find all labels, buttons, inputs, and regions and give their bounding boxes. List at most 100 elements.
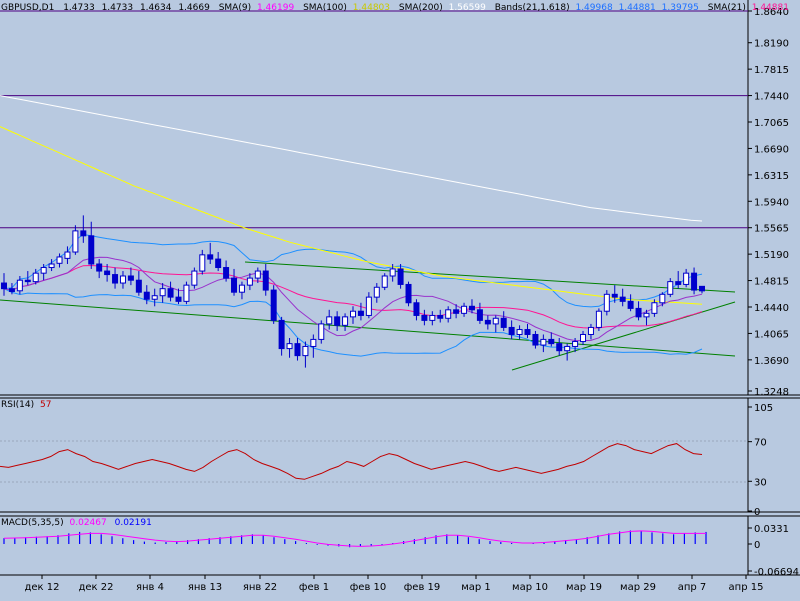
candle <box>516 325 523 340</box>
time-tick-label: янв 22 <box>243 582 277 593</box>
candle-body-bull <box>48 263 55 269</box>
candle-body-bear <box>231 277 238 293</box>
macd-tick-label: -0.06694 <box>754 567 799 578</box>
bollinger-upper <box>3 233 703 308</box>
candle-body-bull <box>516 329 523 335</box>
candle-body-bear <box>453 309 460 314</box>
candle-body-bear <box>270 289 277 321</box>
candle <box>262 264 269 296</box>
candle <box>643 309 650 326</box>
candle-body-bear <box>1 282 7 290</box>
candle-body-bear <box>127 275 134 281</box>
candle <box>199 249 206 275</box>
candle <box>143 285 150 305</box>
candle <box>365 292 372 319</box>
rsi-tick-label: 105 <box>754 403 773 414</box>
candle-body-bull <box>72 230 79 253</box>
candle-body-bear <box>175 296 182 302</box>
price-tick-label: 1.5565 <box>754 224 789 235</box>
candle-body-bull <box>667 281 674 295</box>
candle-body-bull <box>373 286 380 298</box>
candle-body-bull <box>342 316 349 326</box>
header-sma21-label: SMA(21) <box>708 3 746 13</box>
candle-body-bear <box>405 283 412 304</box>
candle-body-bull <box>191 270 198 286</box>
candle <box>476 302 483 324</box>
header-line: GBPUSD,D1 1.4733 1.4733 1.4634 1.4669 SM… <box>1 3 789 13</box>
time-tick-label: дек 22 <box>78 582 113 593</box>
candle <box>175 288 182 305</box>
candle-body-bear <box>96 263 103 272</box>
candlesticks <box>1 215 705 368</box>
rsi-value: 57 <box>40 400 51 410</box>
candle-body-bull <box>461 305 468 314</box>
price-tick-label: 1.6690 <box>754 144 789 155</box>
trendline-lower-channel[interactable] <box>0 299 736 357</box>
candle-body-bull <box>429 314 436 321</box>
candle-body-bull <box>246 277 253 286</box>
candle-body-bull <box>254 270 261 279</box>
price-tick-label: 1.5190 <box>754 250 789 261</box>
candle-body-bear <box>207 254 214 260</box>
candle <box>167 281 174 302</box>
candle <box>326 309 333 330</box>
candle <box>659 292 666 307</box>
rsi-tick-label: 30 <box>754 477 767 488</box>
candle-body-bear <box>437 314 444 319</box>
candle <box>587 323 594 340</box>
candle <box>580 330 587 346</box>
candle-body-bear <box>167 288 174 298</box>
candle <box>246 273 253 291</box>
time-tick-label: апр 15 <box>729 582 764 593</box>
candle <box>32 268 39 285</box>
candle-body-bear <box>675 281 682 285</box>
candle <box>231 268 238 296</box>
time-tick-label: мар 29 <box>620 582 656 593</box>
candle-body-bull <box>492 317 499 325</box>
candle-body-bull <box>587 326 594 335</box>
time-tick-label: апр 7 <box>678 582 707 593</box>
sma100-line <box>0 126 703 305</box>
candle <box>104 264 111 282</box>
candle-body-bull <box>381 275 388 288</box>
horizontal-lines[interactable] <box>0 10 748 229</box>
candle <box>310 334 317 358</box>
candle <box>699 285 705 294</box>
candle <box>88 221 95 269</box>
sma200-line <box>0 95 703 222</box>
bollinger-lower <box>3 288 703 357</box>
candle <box>667 278 674 298</box>
candle-body-bull <box>159 288 166 297</box>
header-low: 1.4634 <box>140 3 172 13</box>
price-tick-label: 1.4815 <box>754 277 789 288</box>
price-tick-label: 1.7815 <box>754 65 789 76</box>
candle <box>1 273 7 296</box>
candle <box>389 264 396 282</box>
candle-body-bull <box>119 275 126 284</box>
candle <box>373 283 380 303</box>
candle-body-bull <box>445 309 452 319</box>
macd-tick-label: 0.0331 <box>754 524 789 535</box>
candle-body-bear <box>223 267 230 279</box>
header-bands-upper: 1.49968 <box>575 3 612 13</box>
candle <box>508 320 515 340</box>
candle <box>223 260 230 282</box>
price-axis-ticks: 1.8640 1.8190 1.7815 1.7440 1.7065 1.6690 1.63… <box>748 7 789 398</box>
candle <box>564 343 571 361</box>
time-tick-label: мар 1 <box>461 582 491 593</box>
candle-body-bear <box>556 343 563 352</box>
trendline-upper-channel[interactable] <box>244 261 736 293</box>
candle <box>302 341 309 368</box>
candle-body-bull <box>64 251 71 259</box>
bollinger-bands <box>3 233 703 357</box>
header-close: 1.4669 <box>178 3 210 13</box>
candle-body-bear <box>691 272 698 291</box>
candle <box>191 267 198 289</box>
candle <box>207 242 214 265</box>
candle <box>556 338 563 356</box>
price-tick-label: 1.3248 <box>754 387 789 398</box>
candle <box>445 306 452 323</box>
candle-body-bear <box>80 230 87 237</box>
candle-body-bull <box>32 272 39 283</box>
